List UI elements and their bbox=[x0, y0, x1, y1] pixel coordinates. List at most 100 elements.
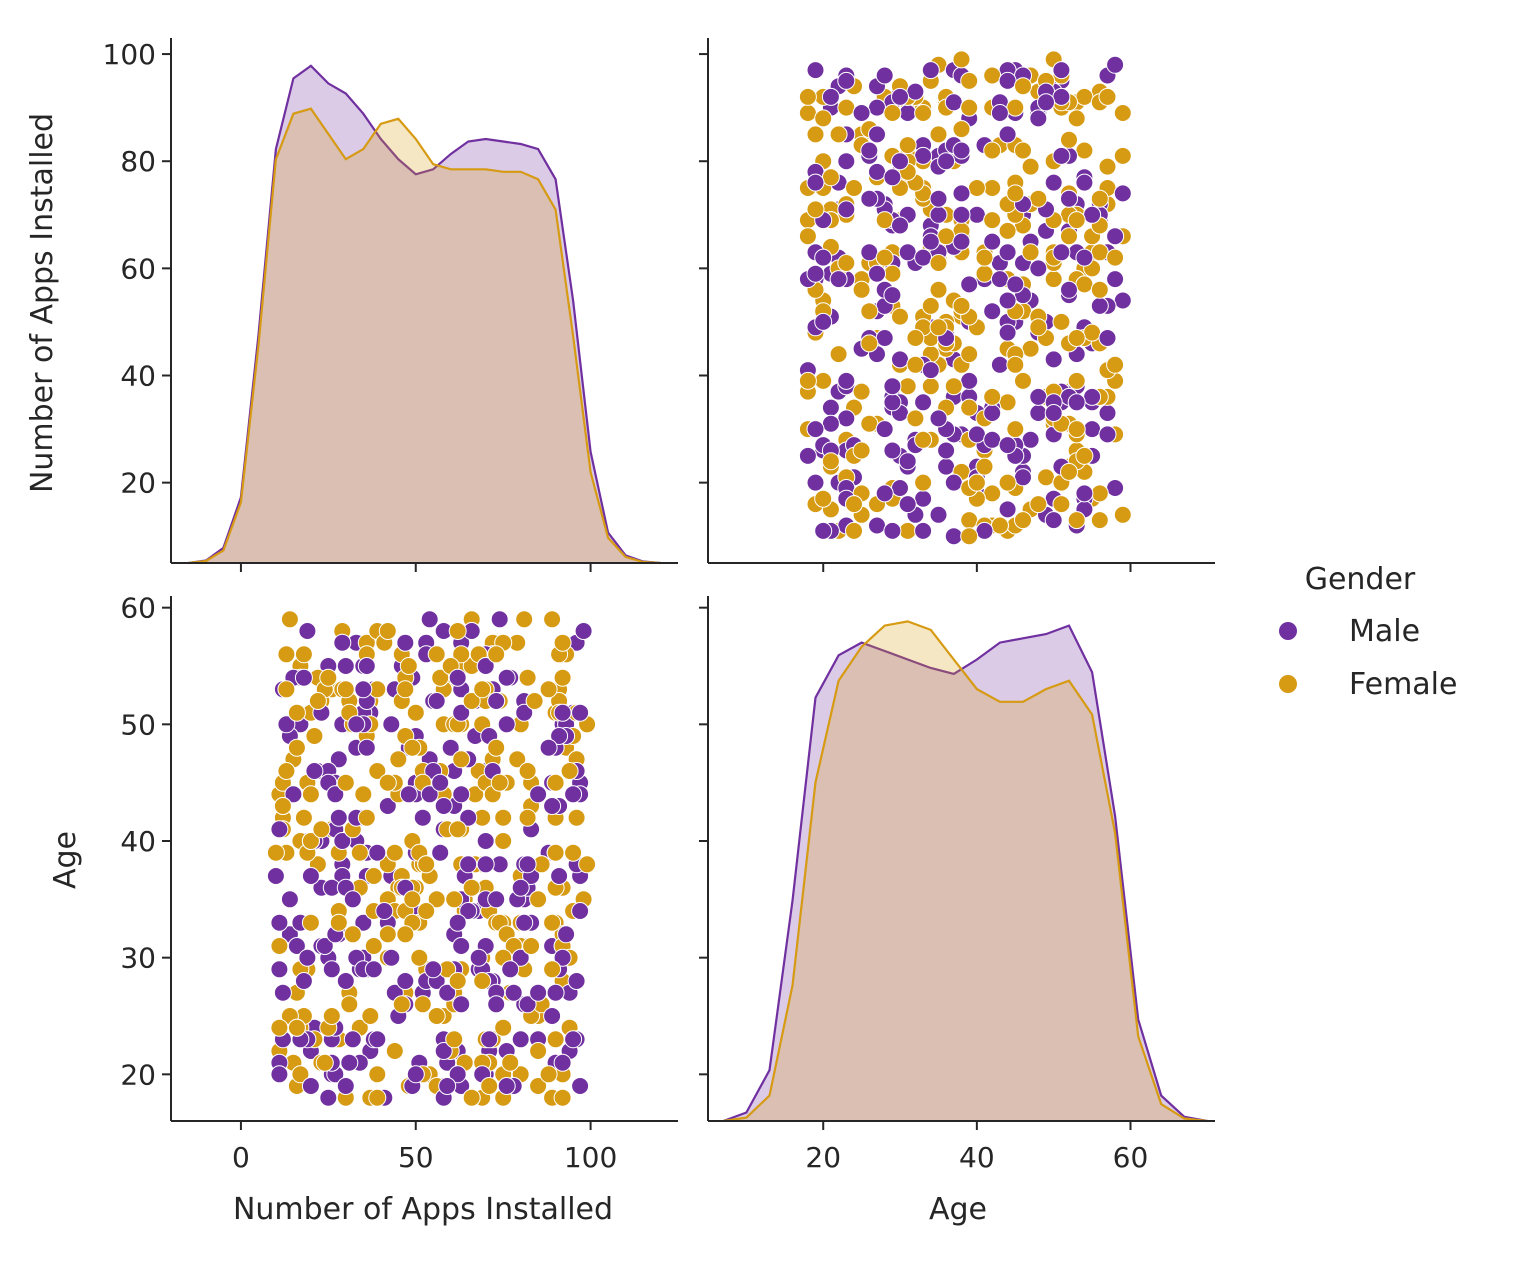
scatter-point-female bbox=[898, 521, 917, 540]
scatter-point-male bbox=[814, 521, 833, 540]
scatter-point-male bbox=[1098, 404, 1117, 422]
scatter-point-male bbox=[448, 913, 467, 932]
scatter-point-female bbox=[798, 104, 817, 122]
scatter-point-male bbox=[883, 286, 902, 305]
scatter-point-female bbox=[983, 179, 1002, 197]
scatter-point-male bbox=[298, 948, 317, 967]
scatter-point-male bbox=[333, 633, 352, 652]
scatter-point-female bbox=[983, 484, 1002, 503]
scatter-point-male bbox=[564, 785, 583, 804]
scatter-point-female bbox=[1021, 243, 1040, 262]
scatter-point-female bbox=[821, 168, 840, 187]
scatter-point-female bbox=[952, 50, 971, 69]
scatter-point-male bbox=[906, 82, 925, 101]
scatter-point-male bbox=[898, 104, 917, 122]
scatter-point-male bbox=[476, 832, 495, 850]
scatter-point-male bbox=[1083, 387, 1102, 406]
scatter-point-male bbox=[497, 668, 516, 687]
scatter-point-male bbox=[553, 948, 572, 967]
scatter-point-male bbox=[1044, 350, 1063, 369]
scatter-point-male bbox=[937, 152, 956, 171]
scatter-point-female bbox=[417, 902, 436, 920]
scatter-point-male bbox=[998, 500, 1017, 519]
legend-entry-female: Female bbox=[1279, 667, 1457, 702]
kde-fill-male bbox=[188, 65, 661, 564]
scatter-point-male bbox=[550, 867, 569, 885]
scatter-point-female bbox=[1029, 495, 1048, 514]
scatter-point-male bbox=[270, 1065, 289, 1084]
scatter-point-female bbox=[1014, 77, 1032, 96]
scatter-point-female bbox=[396, 925, 415, 944]
scatter-point-male bbox=[476, 657, 495, 675]
scatter-point-female bbox=[998, 393, 1017, 412]
scatter-point-female bbox=[410, 948, 429, 967]
x-tick-label: 100 bbox=[564, 1141, 617, 1174]
scatter-point-male bbox=[515, 913, 534, 932]
scatter-point-male bbox=[983, 302, 1002, 321]
scatter-point-female bbox=[378, 925, 397, 944]
scatter-point-female bbox=[1090, 243, 1109, 262]
scatter-point-female bbox=[529, 1042, 548, 1060]
scatter-point-male bbox=[806, 61, 825, 80]
scatter-point-female bbox=[829, 125, 848, 144]
scatter-point-male bbox=[1060, 280, 1078, 299]
scatter-point-female bbox=[1067, 511, 1086, 530]
scatter-point-female bbox=[960, 345, 979, 364]
scatter-point-female bbox=[361, 1007, 380, 1025]
scatter-point-female bbox=[515, 610, 534, 629]
legend-label-male: Male bbox=[1349, 614, 1420, 649]
scatter-point-male bbox=[357, 657, 376, 675]
x-axis-label-apps: Number of Apps Installed bbox=[233, 1192, 613, 1227]
scatter-point-male bbox=[553, 703, 572, 722]
scatter-point-male bbox=[891, 350, 909, 369]
scatter-point-female bbox=[480, 1077, 499, 1095]
panel-apps-vs-age-scatter bbox=[699, 38, 1215, 572]
scatter-point-male bbox=[975, 521, 994, 540]
scatter-point-female bbox=[462, 692, 481, 710]
scatter-point-female bbox=[487, 738, 506, 757]
scatter-point-female bbox=[975, 457, 994, 476]
scatter-point-male bbox=[301, 1077, 320, 1095]
scatter-point-female bbox=[1067, 329, 1086, 347]
scatter-point-female bbox=[294, 645, 313, 664]
scatter-point-male bbox=[553, 1053, 572, 1072]
scatter-point-female bbox=[266, 843, 285, 862]
scatter-point-female bbox=[392, 995, 411, 1014]
scatter-point-male bbox=[891, 479, 909, 497]
scatter-point-female bbox=[308, 692, 327, 710]
scatter-point-male bbox=[574, 622, 593, 640]
scatter-point-female bbox=[494, 1018, 513, 1037]
scatter-point-male bbox=[860, 243, 879, 262]
scatter-point-female bbox=[806, 200, 825, 219]
scatter-point-male bbox=[937, 457, 956, 476]
scatter-point-female bbox=[852, 280, 871, 299]
scatter-point-male bbox=[354, 680, 373, 699]
scatter-point-female bbox=[546, 843, 565, 862]
scatter-point-male bbox=[529, 785, 548, 804]
scatter-point-female bbox=[1113, 146, 1132, 165]
scatter-point-male bbox=[571, 703, 590, 722]
y-tick-label: 50 bbox=[120, 708, 156, 741]
scatter-point-male bbox=[459, 902, 478, 920]
scatter-point-female bbox=[1098, 157, 1117, 176]
scatter-point-male bbox=[364, 960, 383, 979]
scatter-point-male bbox=[1098, 329, 1117, 347]
scatter-point-male bbox=[1052, 146, 1071, 165]
scatter-point-female bbox=[914, 104, 933, 122]
scatter-point-male bbox=[914, 521, 933, 540]
scatter-point-male bbox=[301, 867, 320, 885]
scatter-point-female bbox=[929, 254, 948, 272]
scatter-point-female bbox=[814, 371, 833, 390]
scatter-point-male bbox=[487, 692, 506, 710]
scatter-point-male bbox=[868, 162, 886, 181]
scatter-point-male bbox=[557, 925, 576, 944]
scatter-point-female bbox=[1075, 446, 1094, 465]
scatter-point-male bbox=[487, 890, 506, 909]
scatter-point-male bbox=[944, 93, 963, 112]
scatter-point-male bbox=[511, 948, 530, 967]
scatter-point-male bbox=[806, 473, 825, 492]
scatter-point-female bbox=[852, 441, 871, 460]
scatter-point-female bbox=[914, 473, 933, 492]
scatter-point-female bbox=[1098, 87, 1117, 106]
scatter-point-male bbox=[860, 141, 879, 160]
